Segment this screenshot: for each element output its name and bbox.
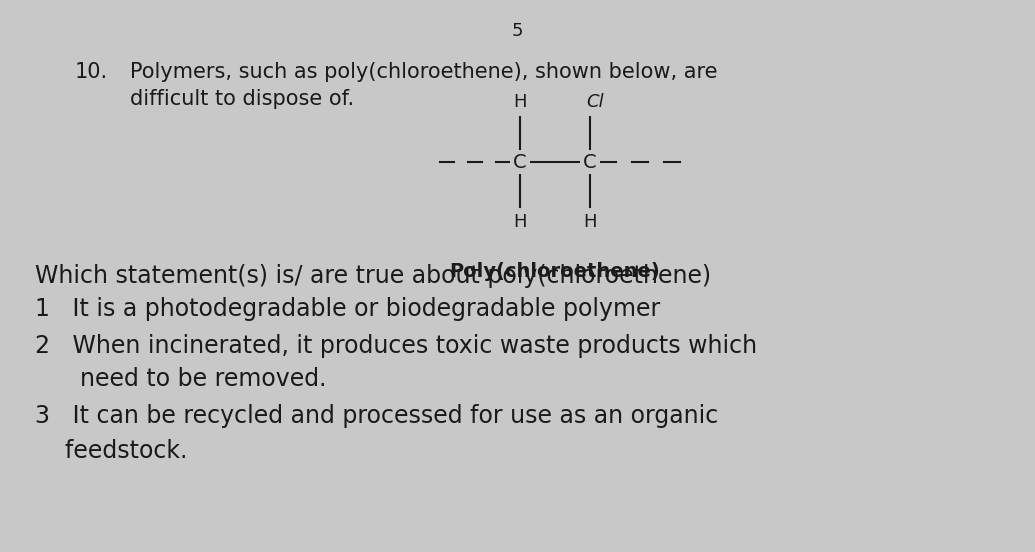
Text: 2   When incinerated, it produces toxic waste products which: 2 When incinerated, it produces toxic wa… [35,334,758,358]
Text: Which statement(s) is/ are true about poly(chloroethene): Which statement(s) is/ are true about po… [35,264,711,288]
Text: feedstock.: feedstock. [35,439,187,463]
Text: C: C [513,152,527,172]
Text: H: H [513,93,527,111]
Text: 1   It is a photodegradable or biodegradable polymer: 1 It is a photodegradable or biodegradab… [35,297,660,321]
Text: 10.: 10. [75,62,108,82]
Text: Cl: Cl [586,93,603,111]
Text: H: H [584,213,597,231]
Text: H: H [513,213,527,231]
Text: C: C [583,152,597,172]
Text: Polymers, such as poly(chloroethene), shown below, are: Polymers, such as poly(chloroethene), sh… [130,62,717,82]
Text: need to be removed.: need to be removed. [35,367,326,391]
Text: difficult to dispose of.: difficult to dispose of. [130,89,354,109]
Text: 5: 5 [511,22,523,40]
Text: Poly(chloroethene): Poly(chloroethene) [449,262,660,281]
Text: 3   It can be recycled and processed for use as an organic: 3 It can be recycled and processed for u… [35,404,718,428]
